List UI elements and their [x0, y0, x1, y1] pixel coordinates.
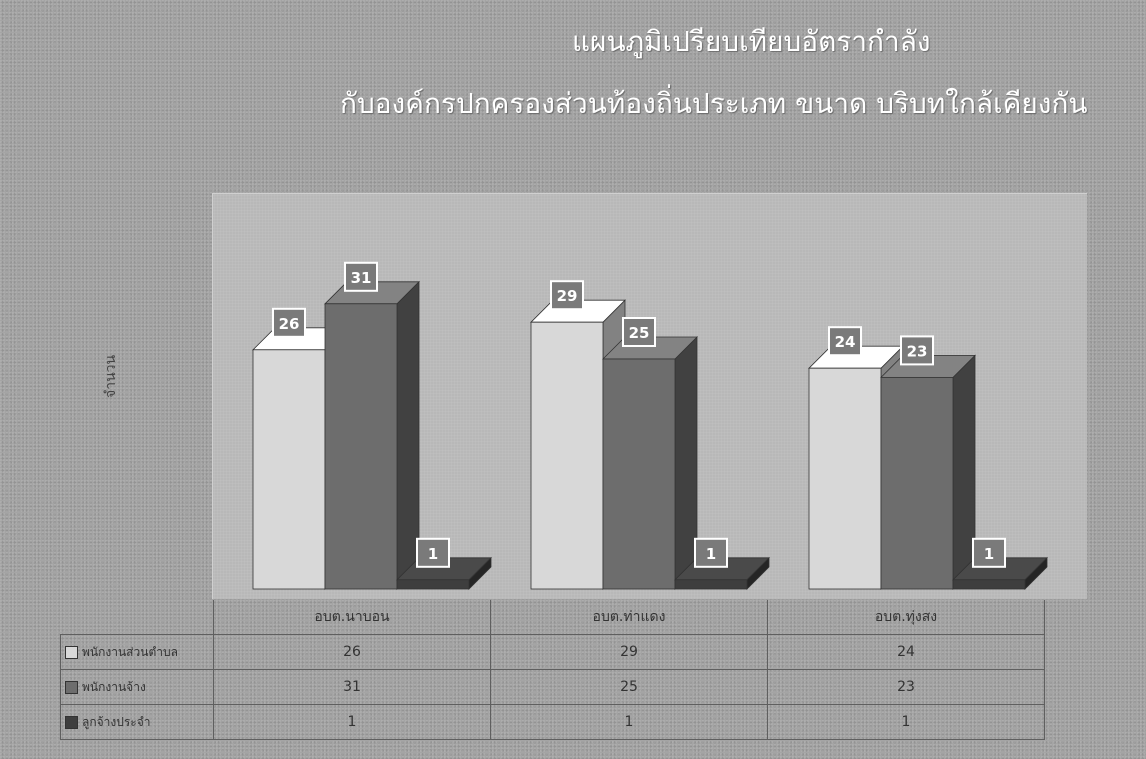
bar — [324, 303, 398, 590]
bar-side — [396, 280, 420, 590]
chart-title: แผนภูมิเปรียบเทียบอัตรากำลัง — [572, 25, 931, 58]
category-label: อบต.ทุ่งสง — [767, 600, 1045, 635]
bar — [252, 349, 326, 590]
data-label: 29 — [557, 287, 578, 305]
data-label-box — [550, 280, 584, 311]
table-cell: 31 — [213, 669, 491, 705]
data-label-box — [900, 335, 934, 366]
legend-entry: พนักงานส่วนตำบล — [60, 634, 214, 670]
legend-entry: พนักงานจ้าง — [60, 669, 214, 705]
data-label: 31 — [351, 269, 372, 287]
bar — [674, 579, 748, 590]
data-label: 23 — [907, 342, 928, 360]
bar — [808, 367, 882, 590]
chart-subtitle: กับองค์กรปกครองส่วนท้องถิ่นประเภท ขนาด บ… — [340, 87, 1088, 120]
table-row: ลูกจ้างประจำ 1 1 1 — [60, 704, 1045, 740]
table-cell: 29 — [490, 634, 768, 670]
data-label: 1 — [706, 545, 716, 563]
table-row: พนักงานจ้าง 31 25 23 — [60, 669, 1045, 705]
table-cell: 24 — [767, 634, 1045, 670]
bar — [602, 358, 676, 590]
table-cell: 25 — [490, 669, 768, 705]
legend-swatch — [65, 680, 78, 694]
data-label: 25 — [629, 324, 650, 342]
series-name: ลูกจ้างประจำ — [82, 714, 151, 729]
table-cell: 26 — [213, 634, 491, 670]
bar-side — [674, 336, 698, 590]
y-axis-label: จำนวน — [103, 354, 119, 398]
data-label-box — [416, 537, 450, 568]
data-label-box — [694, 537, 728, 568]
data-label-box — [622, 317, 656, 347]
table-header-row: อบต.นาบอน อบต.ท่าแดง อบต.ทุ่งสง — [61, 600, 1045, 635]
data-label-box — [272, 307, 306, 338]
table-cell: 23 — [767, 669, 1045, 705]
data-label: 26 — [279, 315, 300, 333]
bar — [952, 579, 1026, 590]
legend-swatch — [65, 715, 78, 729]
data-label: 1 — [984, 545, 994, 563]
bar — [880, 376, 954, 590]
data-table: อบต.นาบอน อบต.ท่าแดง อบต.ทุ่งสง พนักงานส… — [60, 600, 1045, 740]
bar-chart: 26 31 1 29 25 1 24 23 1 — [252, 261, 1048, 590]
data-label: 24 — [835, 333, 856, 351]
series-name: พนักงานจ้าง — [82, 679, 146, 694]
table-cell: 1 — [490, 704, 768, 740]
bar-side — [952, 354, 976, 590]
category-label: อบต.ท่าแดง — [490, 600, 768, 635]
legend-swatch — [65, 645, 78, 659]
table-row: พนักงานส่วนตำบล 26 29 24 — [60, 634, 1045, 670]
data-label-box — [972, 537, 1006, 568]
data-label-box — [344, 261, 378, 292]
legend-entry: ลูกจ้างประจำ — [60, 704, 214, 740]
series-name: พนักงานส่วนตำบล — [82, 644, 178, 659]
table-cell: 1 — [767, 704, 1045, 740]
category-label: อบต.นาบอน — [213, 600, 491, 635]
bar — [530, 321, 604, 590]
bar — [396, 579, 470, 590]
plot-area: 26 31 1 29 25 1 24 23 1 — [212, 193, 1087, 599]
data-label-box — [828, 326, 862, 357]
table-cell: 1 — [213, 704, 491, 740]
data-label: 1 — [428, 545, 438, 563]
